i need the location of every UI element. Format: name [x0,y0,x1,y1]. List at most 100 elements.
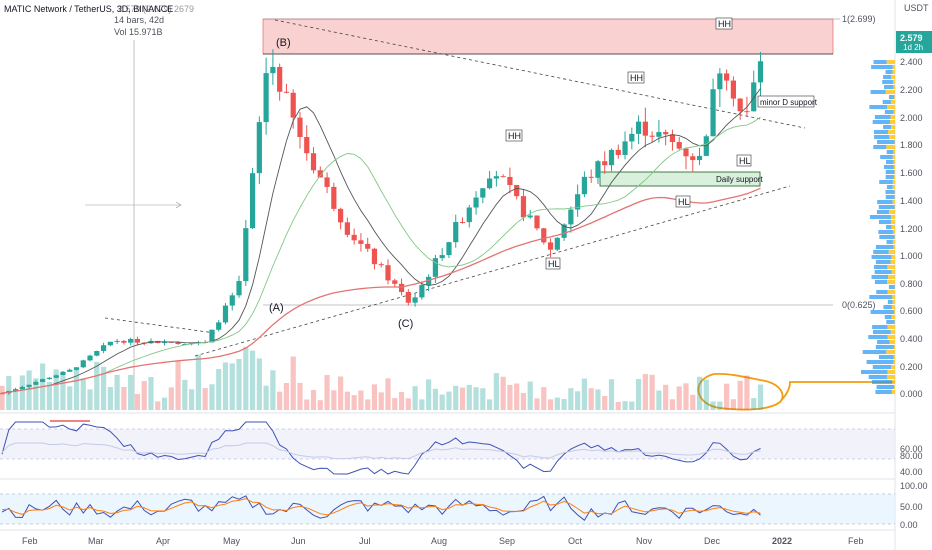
candle [121,340,127,343]
volume-profile-bar [886,185,893,189]
candle [690,156,696,161]
volume-bar [595,389,601,410]
volume-profile-bar [886,160,894,164]
volume-profile-bar [885,175,894,179]
volume-bar [290,356,296,410]
volume-profile-bar [892,300,895,304]
svg-text:HL: HL [739,156,751,166]
volume-bar [385,378,391,410]
candle [378,264,384,266]
rsi-tick: 80.00 [900,451,923,461]
volume-profile-bar [893,110,895,114]
volume-bar [615,401,621,410]
month-label: Sep [499,536,515,546]
volume-profile-bar [894,170,895,174]
volume-bar [432,388,439,410]
volume-bar [249,350,256,410]
volume-bar [683,383,689,410]
candle [568,209,574,225]
volume-bar [19,375,25,410]
volume-profile-bar [878,355,894,359]
volume-bar [331,390,337,410]
minor-support-label: minor D support [757,95,818,108]
price-axis: USDT 2.400 2.200 2.000 1.800 1.600 1.400… [896,3,932,530]
volume-profile-bar [893,80,895,84]
volume-bar [189,389,195,410]
tick: 0.000 [900,389,923,399]
volume-profile-bar [884,110,894,114]
candle [19,386,25,390]
volume-bar [134,394,141,410]
volume-bar [351,395,357,410]
volume-bar [60,375,66,410]
hh-tag: HH [627,71,645,84]
candle [547,242,554,250]
candle [439,255,445,259]
volume-profile-bar [892,70,895,74]
volume-bar [405,398,411,410]
volume-profile-bar [887,105,895,109]
volume-bar [642,374,648,410]
volume-bar [202,388,208,410]
candle [757,61,764,83]
candle [398,283,405,292]
candle [53,375,59,378]
volume-bar [669,399,676,410]
volume-bar [94,361,100,410]
tick: 0.600 [900,306,923,316]
volume-profile-bar [885,170,895,174]
month-label: Jul [359,536,371,546]
candle [304,137,310,154]
volume-profile-bar [862,350,887,354]
svg-text:Daily support: Daily support [716,175,763,184]
candle [209,329,215,343]
volume-bar [568,388,574,410]
candle [94,350,100,356]
ma-short-line [1,88,761,394]
volume-profile-bar [891,225,895,229]
volume-bar [182,379,188,410]
volume-profile-bar [891,255,895,259]
svg-text:HH: HH [508,131,521,141]
candle [310,153,317,171]
volume-readout: Vol 15.971B [114,27,163,37]
volume-bar [649,374,655,410]
candle [40,379,46,382]
volume-profile-bar [878,205,895,209]
volume-profile-bar [888,275,895,279]
volume-profile-bar [891,315,895,319]
volume-bar [277,391,283,410]
hl-tag: HL [736,154,752,167]
volume-profile-bar [873,130,888,134]
resistance-zone [262,18,834,55]
volume-bar [575,391,581,410]
volume-bar [338,376,344,410]
volume-profile-bar [869,215,891,219]
candle [561,224,567,238]
volume-profile-bar [868,375,887,379]
volume-bar [446,391,452,410]
volume-profile-bar [893,160,895,164]
candle [635,121,642,134]
volume-bar [168,387,174,410]
volume-profile-bar [868,335,888,339]
candle [615,149,621,155]
candle [459,222,466,224]
volume-profile-bar [871,380,893,384]
volume-profile-bar [889,120,895,124]
volume-profile-bar [894,310,895,314]
candle [67,369,73,372]
year-label: 2022 [772,536,792,546]
volume-bar [744,375,750,410]
volume-bar [622,401,628,410]
volume-profile-bar [890,260,895,264]
svg-text:HH: HH [718,19,731,29]
candle [317,170,323,178]
tick: 2.400 [900,57,923,67]
candle [500,176,506,178]
volume-bar [690,394,696,410]
volume-profile-bar [892,155,895,159]
candle [100,345,107,351]
volume-bar [73,368,80,410]
candle [236,281,242,296]
